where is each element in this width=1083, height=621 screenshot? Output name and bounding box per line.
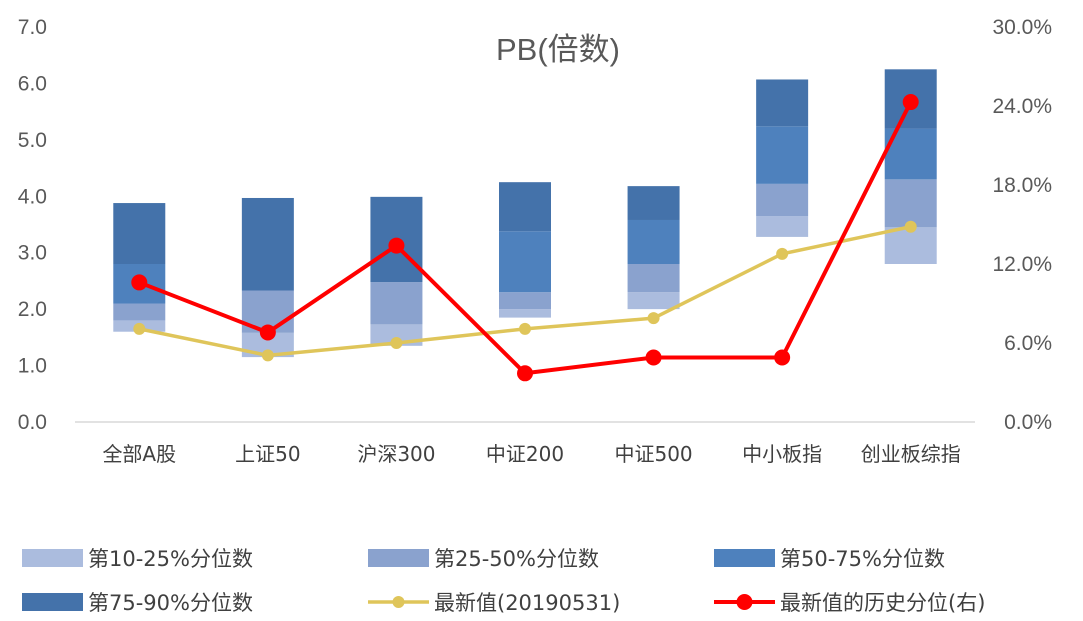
latest-value-point — [904, 220, 917, 233]
legend-label: 第75-90%分位数 — [88, 591, 253, 615]
y-tick-label: 5.0 — [18, 129, 47, 152]
bar-segment — [499, 309, 551, 318]
latest-value-point — [261, 349, 274, 362]
latest-value-point — [776, 247, 789, 260]
legend: 第10-25%分位数 第25-50%分位数 第50-75%分位数第75-90%分位数… — [22, 547, 985, 615]
bar-segment — [756, 183, 809, 217]
bar-segment — [370, 282, 423, 325]
history-percentile-point — [259, 324, 276, 341]
bar-segment — [499, 182, 551, 232]
y2-tick-label: 0.0% — [1004, 411, 1052, 434]
history-percentile-point — [131, 274, 148, 291]
history-percentile-point — [645, 349, 662, 366]
history-percentile-point — [388, 237, 405, 254]
legend-label: 最新值的历史分位(右) — [780, 591, 985, 615]
lines-layer — [131, 94, 919, 382]
bar-segment — [113, 203, 166, 264]
y-tick-label: 2.0 — [18, 298, 47, 321]
bar-segment — [627, 264, 680, 293]
legend-marker — [736, 594, 753, 610]
y-tick-label: 4.0 — [18, 185, 47, 208]
y2-tick-label: 30.0% — [992, 16, 1052, 39]
latest-value-point — [133, 322, 146, 335]
bar-segment — [627, 186, 680, 220]
axes-layer: 0.0 1.0 2.0 3.0 4.0 5.0 6.0 7.0 0.0% 6.0% 12.0% 18.… — [18, 16, 1052, 466]
bars-layer — [113, 69, 937, 358]
latest-value-point — [647, 312, 660, 325]
x-tick-label: 沪深300 — [357, 442, 435, 466]
bar-segment — [627, 219, 680, 264]
history-percentile-point — [774, 349, 791, 366]
x-tick-label: 中证500 — [614, 442, 692, 466]
legend-swatch — [22, 549, 83, 567]
y2-tick-label: 18.0% — [992, 174, 1052, 197]
x-tick-label: 创业板综指 — [861, 442, 961, 466]
history-percentile-point — [517, 365, 533, 382]
legend-label: 第25-50%分位数 — [434, 547, 599, 571]
legend-label: 最新值(20190531) — [434, 591, 620, 615]
bar-segment — [241, 197, 294, 291]
y-tick-label: 0.0 — [18, 411, 47, 434]
legend-swatch — [22, 593, 83, 611]
bar-segment — [113, 303, 166, 321]
legend-label: 第50-75%分位数 — [780, 547, 945, 571]
legend-swatch — [368, 549, 429, 567]
y-tick-label: 6.0 — [18, 72, 47, 95]
chart-title: PB(倍数) — [496, 32, 620, 67]
bar-segment — [627, 292, 680, 310]
y-tick-label: 7.0 — [18, 16, 47, 39]
x-tick-label: 上证50 — [235, 442, 300, 466]
bar-segment — [756, 216, 809, 237]
latest-value-point — [390, 337, 403, 349]
bar-segment — [884, 227, 937, 264]
y2-tick-label: 6.0% — [1004, 332, 1052, 355]
bar-segment — [756, 79, 809, 127]
history-percentile-point — [902, 94, 919, 111]
x-tick-label: 全部A股 — [102, 442, 176, 466]
legend-marker — [392, 596, 405, 608]
legend-swatch — [714, 549, 775, 567]
bar-segment — [499, 231, 551, 293]
y2-tick-label: 12.0% — [992, 253, 1052, 276]
x-tick-label: 中证200 — [486, 442, 564, 466]
y2-tick-label: 24.0% — [992, 95, 1052, 118]
bar-segment — [884, 179, 937, 228]
y-tick-label: 1.0 — [18, 355, 47, 378]
x-tick-label: 中小板指 — [742, 442, 822, 466]
bar-segment — [756, 126, 809, 184]
y-tick-label: 3.0 — [18, 242, 47, 265]
legend-label: 第10-25%分位数 — [88, 547, 253, 571]
latest-value-point — [519, 322, 531, 335]
bar-segment — [499, 292, 551, 310]
